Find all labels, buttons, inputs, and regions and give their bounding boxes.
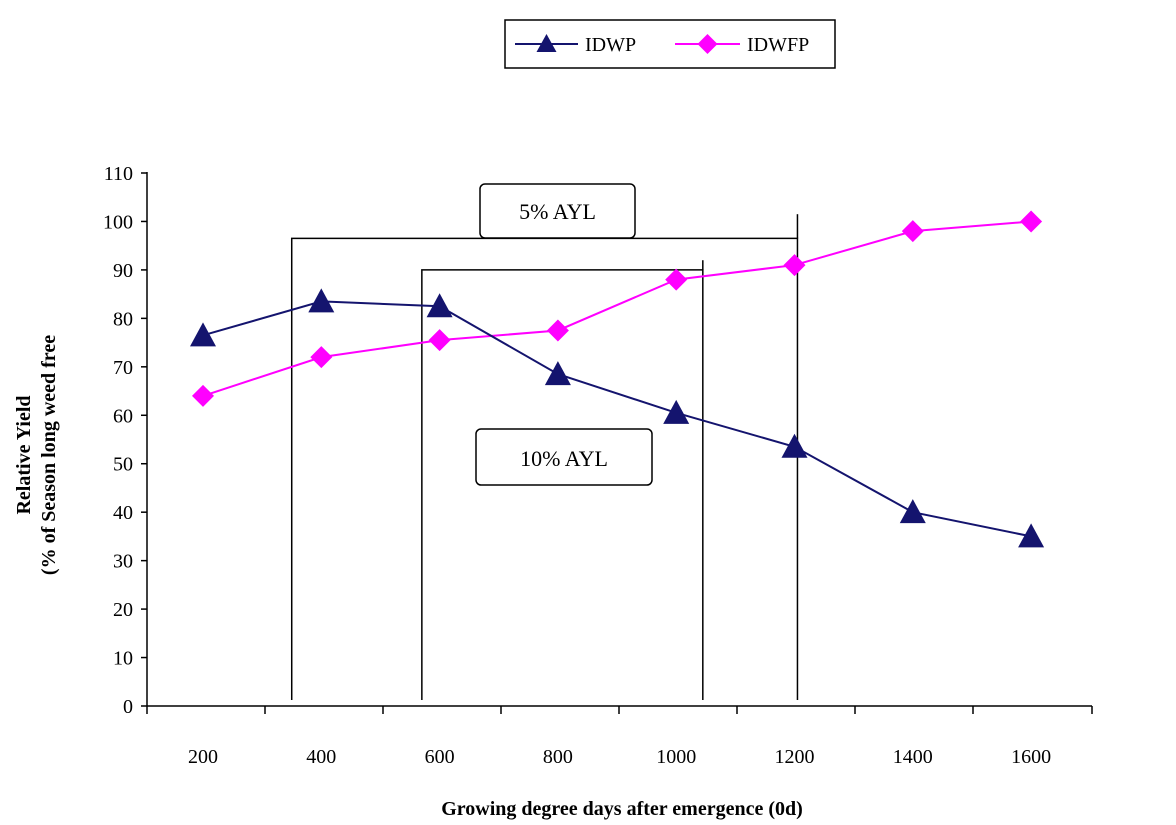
y-tick-label: 30 (113, 551, 133, 573)
x-axis-title: Growing degree days after emergence (0d) (441, 798, 803, 820)
bracket-10pct-ayl (421, 269, 704, 700)
legend-label-idwfp: IDWFP (747, 34, 809, 56)
data-point-idwfp (665, 268, 688, 291)
data-point-idwfp (546, 319, 569, 342)
series-line-idwp (202, 300, 1032, 538)
data-point-idwp (308, 288, 335, 313)
y-axis-title-line1: Relative Yield (13, 395, 35, 514)
y-tick-label: 60 (113, 405, 133, 427)
label-box-5pct-ayl (479, 183, 636, 239)
y-axis-title: Relative Yield (% of Season long weed fr… (13, 335, 60, 575)
data-point-idwfp (783, 254, 806, 277)
x-tick-label: 1400 (893, 746, 933, 768)
data-point-idwp (781, 433, 808, 458)
y-tick-label: 80 (113, 308, 133, 330)
data-point-idwfp (901, 220, 924, 243)
label-10pct-ayl: 10% AYL (520, 446, 608, 471)
series (190, 210, 1045, 548)
y-tick-label: 10 (113, 648, 133, 670)
x-tick-label: 800 (543, 746, 573, 768)
data-point-idwp (1018, 523, 1045, 548)
legend-label-idwp: IDWP (585, 34, 636, 56)
x-tick-label: 1000 (656, 746, 696, 768)
data-point-idwp (899, 499, 926, 524)
label-box-10pct-ayl (475, 428, 653, 486)
data-point-idwp (544, 361, 571, 386)
data-point-idwfp (192, 384, 214, 407)
y-tick-label: 40 (113, 502, 133, 524)
y-tick-label: 0 (123, 696, 133, 718)
series-line-idwfp (202, 220, 1032, 397)
data-point-idwp (426, 293, 453, 318)
x-tick-label: 1600 (1011, 746, 1051, 768)
y-tick-label: 90 (113, 260, 133, 282)
x-tick-label: 1200 (775, 746, 815, 768)
x-ticks: 200 400 600 800 1000 1200 1400 1600 (146, 706, 1093, 768)
x-tick-label: 200 (188, 746, 218, 768)
y-tick-label: 70 (113, 357, 133, 379)
data-point-idwfp (1020, 210, 1043, 233)
x-tick-label: 400 (306, 746, 336, 768)
annotations: 5% AYL 10% AYL (290, 183, 799, 700)
y-tick-label: 100 (103, 211, 133, 233)
legend: IDWP IDWFP (504, 19, 836, 69)
y-tick-label: 50 (113, 454, 133, 476)
data-point-idwfp (428, 329, 451, 352)
data-point-idwp (663, 399, 690, 424)
x-tick-label: 600 (425, 746, 455, 768)
data-point-idwfp (310, 346, 333, 369)
legend-marker-idwfp (697, 34, 718, 54)
data-point-idwp (190, 322, 216, 347)
y-ticks: 0 10 20 30 40 50 60 70 80 90 100 110 (103, 163, 147, 718)
y-axis-title-line2: (% of Season long weed free (38, 335, 60, 575)
y-tick-label: 110 (104, 163, 133, 185)
legend-marker-idwp (536, 34, 557, 52)
y-tick-label: 20 (113, 599, 133, 621)
label-5pct-ayl: 5% AYL (519, 199, 596, 224)
